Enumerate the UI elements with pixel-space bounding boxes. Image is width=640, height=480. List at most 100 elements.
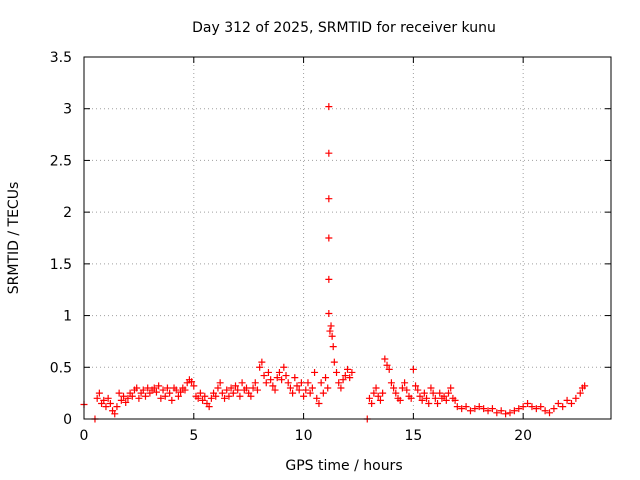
data-point: [163, 384, 171, 392]
data-point: [100, 396, 108, 404]
data-point: [471, 405, 479, 413]
data-point: [434, 399, 442, 407]
data-point: [506, 409, 514, 417]
data-point: [502, 410, 510, 418]
data-point: [188, 378, 196, 386]
data-point: [381, 355, 389, 363]
data-point: [273, 374, 281, 382]
data-point: [348, 368, 356, 376]
data-point: [133, 384, 141, 392]
data-point: [232, 382, 240, 390]
data-point: [385, 365, 393, 373]
data-point: [379, 389, 387, 397]
data-point: [325, 234, 333, 242]
chart-title: Day 312 of 2025, SRMTID for receiver kun…: [192, 20, 496, 36]
data-point: [196, 389, 204, 397]
data-point: [390, 384, 398, 392]
y-axis-label: SRMTID / TECUs: [6, 182, 22, 295]
data-point: [174, 392, 182, 400]
data-point: [416, 392, 424, 400]
data-point: [166, 389, 174, 397]
data-point: [247, 392, 255, 400]
data-point: [177, 388, 185, 396]
data-point: [370, 389, 378, 397]
data-point: [442, 396, 450, 404]
data-point: [425, 399, 433, 407]
data-point: [304, 379, 312, 387]
data-point: [365, 394, 373, 402]
data-point: [431, 394, 439, 402]
data-point: [325, 310, 333, 318]
data-point: [436, 389, 444, 397]
data-point: [429, 389, 437, 397]
data-point: [414, 386, 422, 394]
data-point: [407, 394, 415, 402]
data-point: [327, 322, 335, 330]
data-point: [453, 403, 461, 411]
x-tick-label: 5: [189, 428, 198, 444]
data-point: [291, 374, 299, 382]
data-point: [295, 386, 303, 394]
data-point: [440, 392, 448, 400]
data-point: [376, 396, 384, 404]
data-point: [275, 368, 283, 376]
data-point: [207, 394, 215, 402]
data-point: [447, 384, 455, 392]
data-point: [120, 392, 128, 400]
data-point: [581, 382, 589, 390]
data-point: [344, 365, 351, 373]
data-point: [159, 386, 167, 394]
data-point: [319, 389, 327, 397]
data-point: [315, 399, 323, 407]
data-point: [155, 382, 163, 390]
data-point: [218, 389, 226, 397]
data-point: [559, 403, 567, 411]
data-point: [335, 379, 343, 387]
data-point: [225, 392, 233, 400]
data-point: [528, 403, 536, 411]
data-point: [368, 399, 376, 407]
data-point: [221, 394, 229, 402]
data-point: [387, 379, 395, 387]
data-point: [249, 384, 257, 392]
data-point: [563, 396, 571, 404]
data-points: [80, 103, 589, 423]
data-point: [269, 382, 277, 390]
data-point: [286, 384, 294, 392]
data-point: [567, 399, 575, 407]
data-point: [341, 372, 349, 380]
y-tick-label: 3.5: [50, 50, 72, 66]
data-point: [152, 388, 160, 396]
data-point: [541, 407, 549, 415]
x-tick-label: 0: [80, 428, 89, 444]
data-point: [326, 327, 334, 335]
data-point: [537, 403, 545, 411]
data-point: [398, 384, 406, 392]
data-point: [532, 405, 540, 413]
data-point: [144, 384, 152, 392]
data-point: [212, 392, 220, 400]
data-point: [317, 379, 325, 387]
data-point: [524, 399, 532, 407]
y-tick-label: 1: [63, 309, 72, 325]
data-point: [330, 358, 338, 366]
data-point: [289, 389, 297, 397]
y-tick-label: 0: [63, 412, 72, 428]
data-point: [242, 384, 250, 392]
y-tick-label: 1.5: [50, 257, 72, 273]
data-point: [115, 389, 123, 397]
data-point: [190, 382, 198, 390]
data-point: [554, 399, 562, 407]
data-point: [515, 405, 523, 413]
data-point: [324, 384, 332, 392]
data-point: [128, 392, 136, 400]
data-point: [546, 409, 554, 417]
data-point: [339, 376, 347, 384]
data-point: [229, 389, 237, 397]
data-point: [383, 361, 391, 369]
data-point: [271, 386, 279, 394]
data-point: [236, 392, 244, 400]
data-point: [418, 396, 426, 404]
